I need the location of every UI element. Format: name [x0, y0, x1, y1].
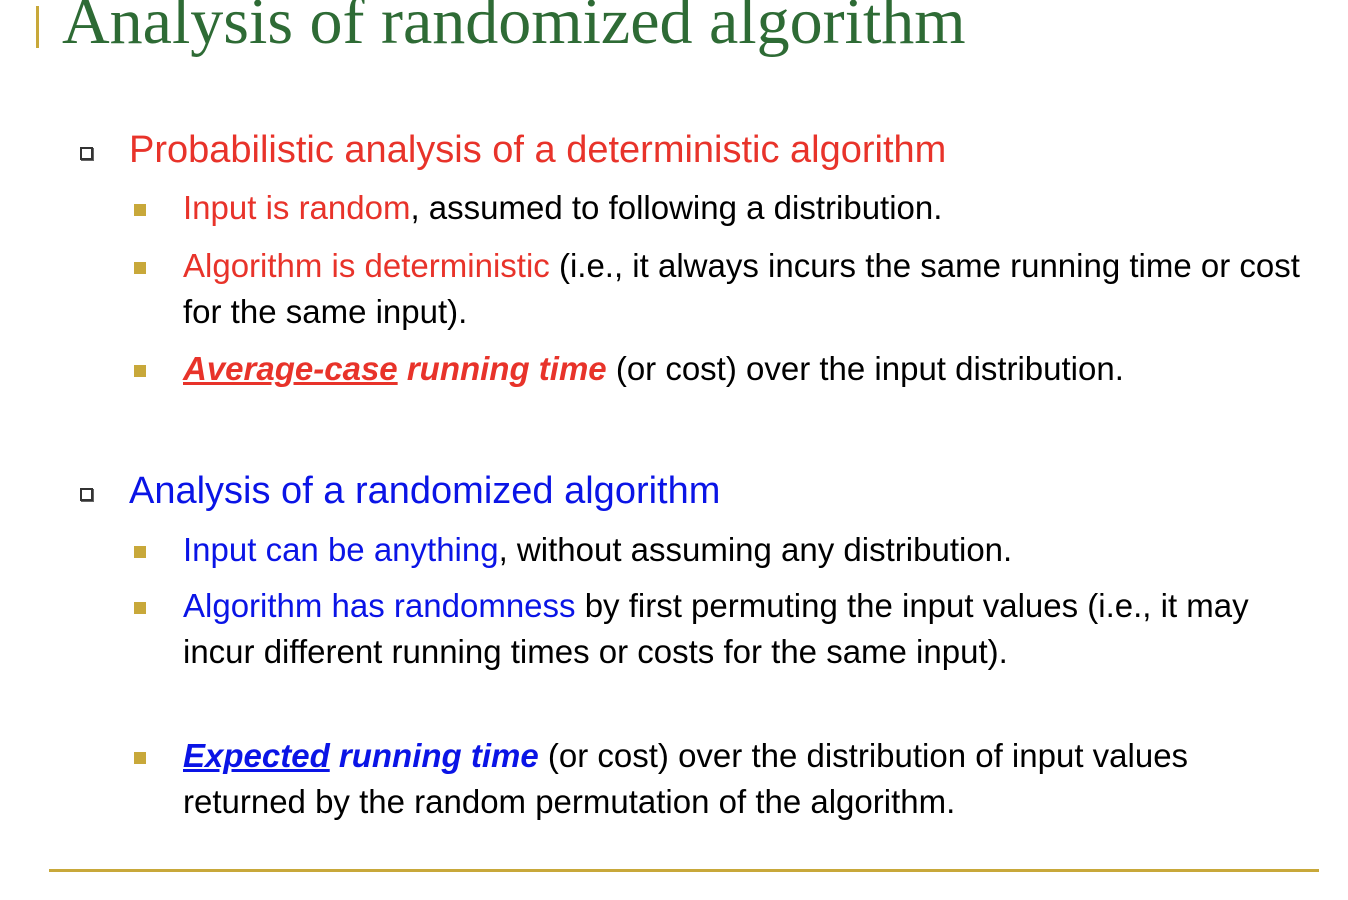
item-emphasis: running time — [397, 350, 607, 387]
item-text: , without assuming any distribution. — [498, 531, 1013, 568]
item-text: (i.e., it always incurs the same running… — [183, 247, 1300, 330]
list-item: Average-case running time (or cost) over… — [183, 346, 1313, 392]
item-text: (or cost) over the distribution of input… — [183, 737, 1189, 820]
list-item: Algorithm has randomness by first permut… — [183, 583, 1263, 675]
list-item: Input is random, assumed to following a … — [183, 185, 1313, 231]
hollow-square-icon — [80, 488, 93, 501]
section-heading: Probabilistic analysis of a deterministi… — [129, 129, 947, 171]
title-accent-bar — [36, 6, 39, 48]
item-highlight: Algorithm has randomness — [183, 587, 576, 624]
footer-divider — [49, 869, 1319, 872]
filled-square-icon — [134, 262, 146, 274]
filled-square-icon — [134, 752, 146, 764]
list-item: Expected running time (or cost) over the… — [183, 733, 1273, 825]
filled-square-icon — [134, 204, 146, 216]
hollow-square-icon — [80, 147, 93, 160]
item-text: , assumed to following a distribution. — [410, 189, 943, 226]
list-item: Input can be anything, without assuming … — [183, 527, 1313, 573]
slide-title: Analysis of randomized algorithm — [62, 0, 966, 58]
item-text: by first permuting the input values (i.e… — [183, 587, 1249, 670]
filled-square-icon — [134, 602, 146, 614]
filled-square-icon — [134, 365, 146, 377]
item-highlight: Input can be anything — [183, 531, 499, 568]
filled-square-icon — [134, 546, 146, 558]
item-text: (or cost) over the input distribution. — [606, 350, 1124, 387]
item-emphasis: running time — [329, 737, 539, 774]
item-highlight: Algorithm is deterministic — [183, 247, 550, 284]
item-emphasis-underlined: Average-case — [183, 350, 398, 387]
list-item: Algorithm is deterministic (i.e., it alw… — [183, 243, 1313, 335]
section-heading: Analysis of a randomized algorithm — [129, 470, 721, 512]
item-highlight: Input is random — [183, 189, 411, 226]
item-emphasis-underlined: Expected — [183, 737, 330, 774]
